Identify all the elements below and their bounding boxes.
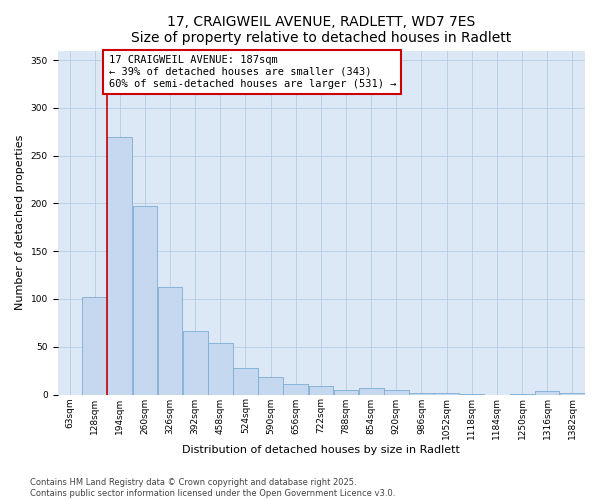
Bar xyxy=(359,388,383,394)
Bar xyxy=(434,392,459,394)
Bar xyxy=(409,392,434,394)
Bar xyxy=(560,392,584,394)
Bar xyxy=(82,297,107,394)
Bar xyxy=(384,390,409,394)
Bar xyxy=(258,378,283,394)
Bar xyxy=(308,386,333,394)
Bar xyxy=(334,390,358,394)
Title: 17, CRAIGWEIL AVENUE, RADLETT, WD7 7ES
Size of property relative to detached hou: 17, CRAIGWEIL AVENUE, RADLETT, WD7 7ES S… xyxy=(131,15,511,45)
Bar xyxy=(183,330,208,394)
X-axis label: Distribution of detached houses by size in Radlett: Distribution of detached houses by size … xyxy=(182,445,460,455)
Text: 17 CRAIGWEIL AVENUE: 187sqm
← 39% of detached houses are smaller (343)
60% of se: 17 CRAIGWEIL AVENUE: 187sqm ← 39% of det… xyxy=(109,56,396,88)
Bar xyxy=(233,368,258,394)
Y-axis label: Number of detached properties: Number of detached properties xyxy=(15,135,25,310)
Bar xyxy=(133,206,157,394)
Bar xyxy=(283,384,308,394)
Bar xyxy=(535,390,559,394)
Bar xyxy=(158,286,182,395)
Bar xyxy=(107,136,132,394)
Bar xyxy=(208,343,233,394)
Text: Contains HM Land Registry data © Crown copyright and database right 2025.
Contai: Contains HM Land Registry data © Crown c… xyxy=(30,478,395,498)
